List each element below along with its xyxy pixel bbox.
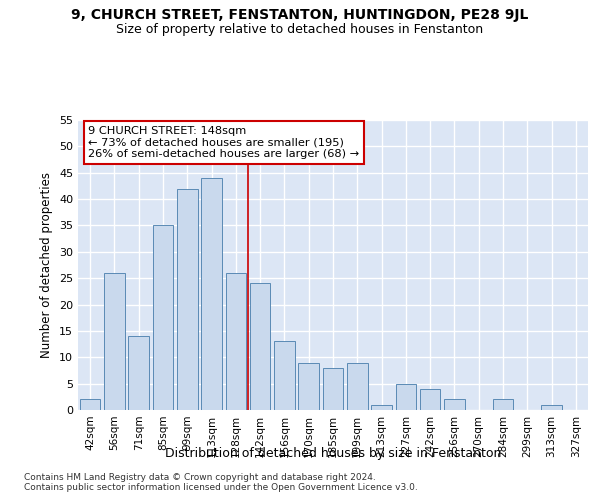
Bar — [226, 273, 246, 410]
Text: 9, CHURCH STREET, FENSTANTON, HUNTINGDON, PE28 9JL: 9, CHURCH STREET, FENSTANTON, HUNTINGDON… — [71, 8, 529, 22]
Bar — [298, 362, 319, 410]
Bar — [152, 226, 173, 410]
Text: Contains HM Land Registry data © Crown copyright and database right 2024.: Contains HM Land Registry data © Crown c… — [24, 472, 376, 482]
Text: Distribution of detached houses by size in Fenstanton: Distribution of detached houses by size … — [165, 448, 501, 460]
Text: Contains public sector information licensed under the Open Government Licence v3: Contains public sector information licen… — [24, 484, 418, 492]
Bar — [323, 368, 343, 410]
Bar — [80, 400, 100, 410]
Bar — [444, 400, 465, 410]
Text: Size of property relative to detached houses in Fenstanton: Size of property relative to detached ho… — [116, 22, 484, 36]
Bar — [347, 362, 368, 410]
Bar — [250, 284, 271, 410]
Bar — [128, 336, 149, 410]
Bar — [201, 178, 222, 410]
Bar — [177, 188, 197, 410]
Bar — [371, 404, 392, 410]
Bar — [395, 384, 416, 410]
Bar — [493, 400, 514, 410]
Text: 9 CHURCH STREET: 148sqm
← 73% of detached houses are smaller (195)
26% of semi-d: 9 CHURCH STREET: 148sqm ← 73% of detache… — [88, 126, 359, 159]
Y-axis label: Number of detached properties: Number of detached properties — [40, 172, 53, 358]
Bar — [274, 342, 295, 410]
Bar — [420, 389, 440, 410]
Bar — [541, 404, 562, 410]
Bar — [104, 273, 125, 410]
